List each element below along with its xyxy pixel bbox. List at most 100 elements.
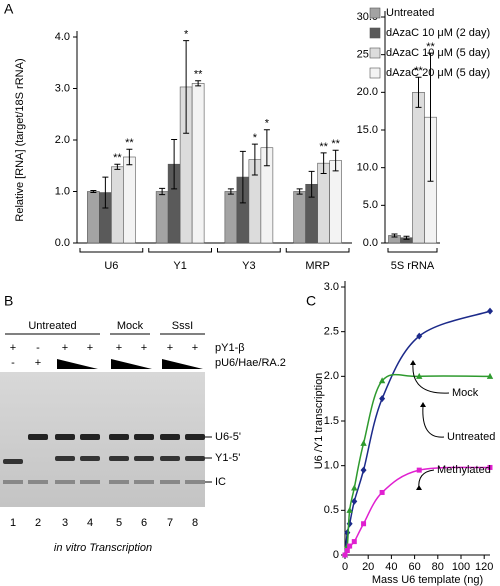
lane-number: 6 — [141, 517, 147, 529]
band-label: U6-5' — [215, 431, 241, 443]
error-bar — [171, 138, 178, 190]
x-tick-label: 60 — [408, 561, 420, 573]
marker — [379, 395, 386, 403]
group-label: Untreated — [28, 320, 76, 332]
marker — [378, 377, 386, 384]
lane-sign: + — [116, 342, 122, 354]
y-tick-label: 2.0 — [55, 134, 70, 146]
legend-swatch — [369, 67, 381, 79]
significance: ** — [426, 41, 435, 53]
x-tick-label: 40 — [385, 561, 397, 573]
y-tick-label: 1.0 — [55, 185, 70, 197]
x-tick-label: MRP — [305, 260, 329, 272]
marker — [346, 520, 353, 528]
legend-label: Untreated — [386, 7, 434, 19]
marker — [487, 464, 493, 470]
gel-band — [55, 456, 75, 461]
titration-wedge — [111, 359, 152, 369]
significance: ** — [414, 65, 423, 77]
category-bracket — [148, 248, 212, 253]
y-tick-label: 20.0 — [357, 86, 378, 98]
bar — [329, 160, 342, 244]
gel-band — [28, 434, 48, 440]
gel-band — [185, 434, 205, 440]
gel-band — [160, 456, 180, 461]
lane-sign: - — [11, 357, 15, 369]
x-tick-label: 5S rRNA — [391, 260, 435, 272]
y-tick-label: 2.5 — [324, 326, 339, 338]
x-tick-label: Y3 — [242, 260, 255, 272]
legend-swatch — [369, 27, 381, 39]
marker — [416, 372, 423, 379]
gel-band — [160, 480, 180, 484]
error-bar — [415, 76, 422, 108]
error-bar — [239, 150, 246, 204]
marker — [416, 467, 422, 473]
error-bar — [332, 149, 339, 172]
gel-band — [134, 456, 154, 461]
y-tick-label: 3.0 — [324, 281, 339, 293]
error-bar — [159, 187, 166, 196]
marker — [360, 439, 367, 446]
y-tick-label: 1.5 — [324, 415, 339, 427]
gel-band — [3, 480, 23, 484]
y-tick-label: 15.0 — [357, 124, 378, 136]
gel-band — [80, 434, 100, 440]
legend-swatch — [369, 47, 381, 59]
row-label: pY1-β — [215, 342, 245, 354]
y-tick-label: 0 — [333, 549, 339, 561]
error-bar — [251, 143, 258, 176]
band-label: Y1-5' — [215, 452, 240, 464]
x-axis-title: Mass U6 template (ng) — [372, 574, 483, 586]
callout-arrow — [418, 469, 435, 490]
lane-sign: + — [87, 342, 93, 354]
y-tick-label: 4.0 — [55, 31, 70, 43]
panel-label: B — [4, 293, 13, 309]
gel-band — [109, 456, 129, 461]
series-label: Mock — [452, 387, 479, 399]
error-bar — [427, 52, 434, 182]
error-bar — [320, 152, 327, 174]
marker — [360, 466, 367, 474]
error-bar — [195, 80, 202, 87]
y-tick-label: 2.0 — [324, 370, 339, 382]
marker — [486, 372, 494, 379]
lane-sign: + — [167, 342, 173, 354]
gel-band — [55, 480, 75, 484]
significance: * — [265, 118, 270, 130]
marker — [351, 539, 357, 545]
bar — [293, 191, 306, 244]
significance: ** — [331, 138, 340, 150]
marker — [344, 548, 350, 554]
lane-sign: + — [62, 342, 68, 354]
marker — [346, 506, 353, 513]
x-tick-label: U6 — [104, 260, 118, 272]
marker — [361, 521, 367, 527]
error-bar — [263, 129, 270, 167]
series-line — [344, 466, 491, 556]
x-tick-label: Y1 — [173, 260, 186, 272]
category-bracket — [217, 248, 281, 253]
lane-sign: - — [36, 342, 40, 354]
legend-label: dAzaC 10 μM (2 day) — [386, 27, 490, 39]
x-tick-label: 80 — [432, 561, 444, 573]
marker — [416, 332, 423, 340]
significance: ** — [319, 141, 328, 153]
legend-swatch — [369, 7, 381, 19]
marker — [379, 489, 385, 495]
gel-band — [134, 434, 154, 440]
lane-number: 4 — [87, 517, 93, 529]
group-label: SssI — [172, 320, 193, 332]
arrow-head — [410, 360, 416, 365]
series-label: Methylated — [437, 464, 491, 476]
lane-number: 7 — [167, 517, 173, 529]
y-tick-label: 3.0 — [55, 82, 70, 94]
category-bracket — [79, 248, 144, 253]
lane-number: 2 — [35, 517, 41, 529]
significance: ** — [125, 137, 134, 149]
lane-sign: + — [10, 342, 16, 354]
category-bracket — [285, 248, 350, 253]
bar — [317, 162, 330, 244]
gel-band — [109, 480, 129, 484]
